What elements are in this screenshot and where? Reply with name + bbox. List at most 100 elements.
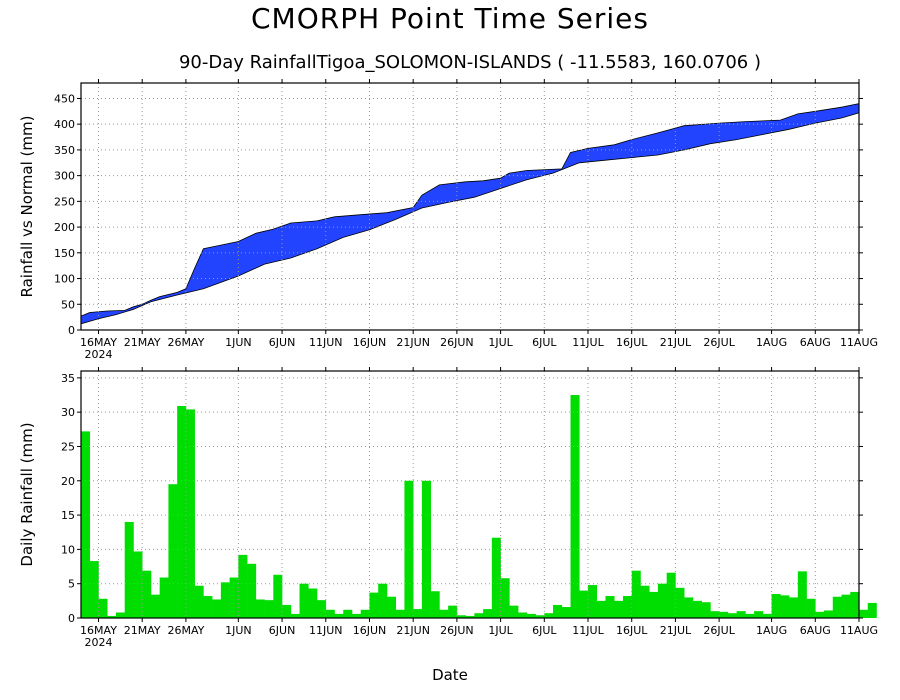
daily-rainfall-bar — [832, 596, 842, 618]
daily-rainfall-bar — [745, 613, 755, 618]
y-tick-label: 0 — [68, 324, 75, 337]
daily-rainfall-bar — [386, 596, 396, 618]
daily-rainfall-bar — [474, 613, 484, 618]
daily-rainfall-bar — [395, 609, 405, 618]
daily-rainfall-bar — [605, 596, 615, 618]
y-tick-label: 350 — [54, 144, 75, 157]
x-axis-title: Date — [432, 666, 468, 684]
y-tick-label: 450 — [54, 92, 75, 105]
daily-rainfall-bar — [675, 587, 685, 618]
daily-rainfall-bar — [867, 602, 877, 618]
daily-rainfall-bar — [203, 596, 213, 618]
daily-rainfall-bar — [570, 395, 580, 618]
x-tick-label: 1AUG — [756, 624, 787, 637]
x-tick-label: 21JUL — [660, 624, 692, 637]
daily-rainfall-bar — [351, 613, 362, 618]
daily-rainfall-bar — [290, 613, 300, 618]
x-tick-label: 26MAY — [167, 336, 204, 349]
x-tick-label: 26JUL — [703, 336, 735, 349]
rainfall-band-area — [80, 103, 860, 325]
daily-rainfall-bar — [526, 613, 536, 618]
x-tick-label: 21JUN — [396, 336, 430, 349]
daily-rainfall-bar — [850, 591, 860, 618]
daily-rainfall-bar — [247, 563, 257, 618]
daily-rainfall-bar — [456, 615, 466, 618]
daily-rainfall-bar — [640, 585, 650, 618]
daily-rainfall-bar — [255, 599, 265, 618]
x-tick-label: 16JUN — [353, 336, 387, 349]
daily-rainfall-bar — [142, 570, 152, 618]
daily-rainfall-bar — [413, 609, 423, 618]
x-tick-label: 11JUN — [309, 336, 343, 349]
daily-rainfall-bar — [229, 577, 239, 618]
x-tick-label: 6JUN — [269, 624, 296, 637]
daily-rainfall-bar — [360, 609, 370, 618]
y-tick-label: 400 — [54, 118, 75, 131]
daily-rainfall-bar — [657, 583, 667, 618]
x-tick-label: 26JUL — [703, 624, 735, 637]
daily-rainfall-bar — [430, 591, 440, 618]
daily-rainfall-bar — [369, 592, 379, 618]
daily-rainfall-bar — [439, 609, 449, 618]
daily-rainfall-bar — [308, 588, 318, 618]
x-tick-label: 6AUG — [800, 624, 831, 637]
daily-rainfall-bar — [553, 604, 563, 618]
daily-rainfall-bar — [378, 583, 388, 618]
daily-rainfall-bar — [824, 610, 834, 618]
daily-rainfall-bar — [212, 599, 222, 618]
daily-rainfall-bar — [185, 409, 195, 618]
x-tick-label: 1JUL — [488, 336, 513, 349]
x-tick-label: 26MAY — [167, 624, 204, 637]
daily-rainfall-bar — [622, 596, 633, 618]
daily-rainfall-bar — [797, 571, 807, 618]
daily-rainfall-bar — [579, 590, 589, 618]
y-tick-label: 25 — [61, 440, 75, 453]
daily-rainfall-bar — [719, 611, 729, 618]
y-tick-label: 200 — [54, 221, 75, 234]
plot-frame — [80, 370, 860, 619]
chart-subtitle: 90-Day RainfallTigoa_SOLOMON-ISLANDS ( -… — [178, 52, 761, 73]
x-tick-year-label: 2024 — [84, 348, 112, 361]
x-tick-label: 1JUN — [225, 624, 252, 637]
y-tick-label: 300 — [54, 170, 75, 183]
daily-rainfall-bar — [544, 613, 554, 618]
y-tick-label: 50 — [61, 298, 75, 311]
daily-rainfall-bar — [325, 609, 335, 618]
daily-rainfall-bar — [518, 612, 528, 618]
y-tick-label: 5 — [68, 578, 75, 591]
plot-content — [80, 103, 860, 325]
x-tick-label: 21MAY — [124, 336, 161, 349]
daily-rainfall-bar — [133, 551, 143, 618]
y-axis-label: Daily Rainfall (mm) — [18, 422, 36, 566]
daily-rainfall-bar — [421, 480, 431, 618]
daily-rainfall-bar — [762, 613, 772, 618]
daily-rainfall-bar — [220, 582, 230, 618]
y-tick-label: 150 — [54, 247, 75, 260]
daily-rainfall-bar — [727, 613, 737, 618]
daily-rainfall-bar — [89, 561, 99, 618]
x-tick-label: 6AUG — [800, 336, 831, 349]
daily-rainfall-bar — [168, 484, 178, 618]
daily-rainfall-bar — [614, 600, 624, 618]
x-tick-label: 11AUG — [840, 336, 878, 349]
x-tick-label: 16JUL — [616, 624, 648, 637]
x-tick-label: 6JUN — [269, 336, 296, 349]
daily-rainfall-bar — [500, 578, 510, 618]
x-tick-label: 6JUL — [532, 624, 557, 637]
y-axis-label: Rainfall vs Normal (mm) — [18, 116, 36, 298]
daily-rainfall-bar — [194, 585, 204, 618]
daily-rainfall-bar — [177, 405, 187, 618]
y-tick-label: 0 — [68, 612, 75, 625]
plot-frame — [80, 82, 860, 331]
daily-rainfall-bar — [343, 609, 353, 618]
x-tick-label: 1AUG — [756, 336, 787, 349]
daily-rainfall-bar — [588, 585, 598, 618]
daily-rainfall-bar — [491, 537, 501, 618]
x-tick-label: 16JUN — [353, 624, 387, 637]
daily-rainfall-bar — [273, 574, 283, 618]
daily-rainfall-bar — [81, 431, 91, 618]
daily-rainfall-bar — [684, 597, 694, 618]
x-tick-label: 11JUL — [572, 336, 604, 349]
